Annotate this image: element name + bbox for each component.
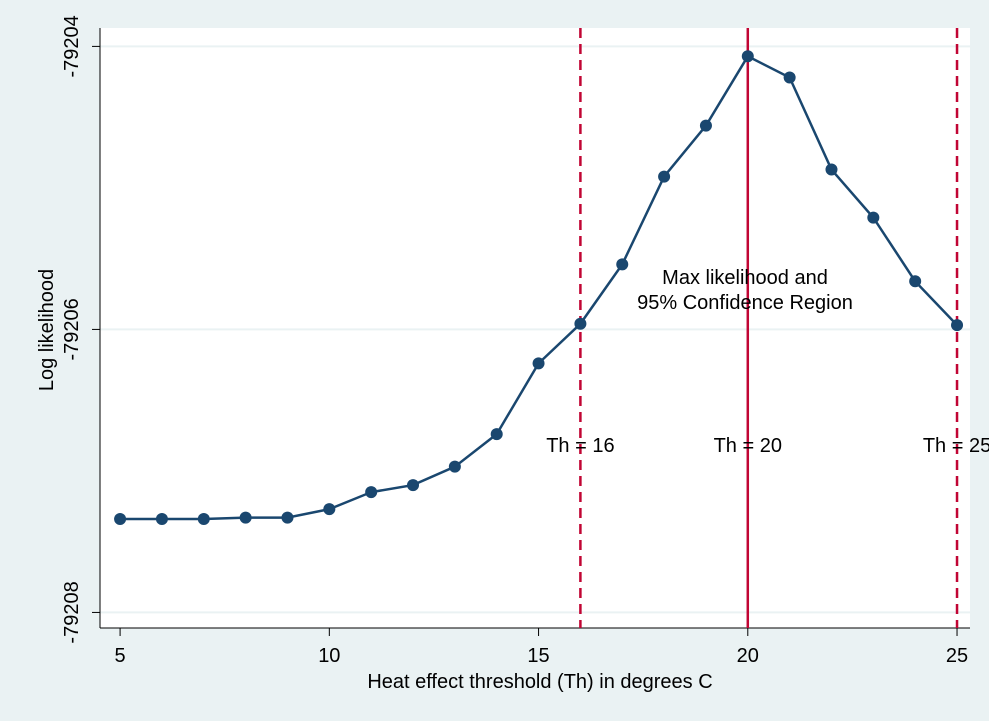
marker — [407, 479, 420, 492]
marker — [658, 170, 671, 183]
x-tick-label: 20 — [737, 645, 759, 667]
marker — [616, 258, 629, 271]
marker — [699, 119, 712, 132]
x-tick-label: 25 — [946, 645, 968, 667]
marker — [825, 163, 838, 176]
marker — [114, 513, 127, 526]
annotation: 95% Confidence Region — [637, 292, 853, 314]
marker — [867, 211, 880, 224]
marker — [239, 511, 252, 524]
marker — [909, 275, 922, 288]
annotation: Max likelihood and — [662, 267, 828, 289]
marker — [155, 513, 168, 526]
reference-label: Th = 16 — [546, 435, 614, 457]
x-tick-label: 10 — [318, 645, 340, 667]
marker — [490, 428, 503, 441]
y-tick-label: -79204 — [61, 15, 83, 77]
x-tick-label: 15 — [527, 645, 549, 667]
reference-label: Th = 20 — [714, 435, 782, 457]
marker — [448, 460, 461, 473]
plot-area — [100, 28, 970, 628]
marker — [281, 511, 294, 524]
marker — [783, 71, 796, 84]
marker — [574, 317, 587, 330]
marker — [951, 319, 964, 332]
marker — [323, 503, 336, 516]
x-tick-label: 5 — [115, 645, 126, 667]
marker — [365, 486, 378, 499]
y-tick-label: -79208 — [61, 581, 83, 643]
y-axis-title: Log likelihood — [36, 269, 58, 391]
x-axis-title: Heat effect threshold (Th) in degrees C — [367, 671, 712, 693]
marker — [532, 357, 545, 370]
marker — [197, 513, 210, 526]
reference-label: Th = 25 — [923, 435, 989, 457]
y-tick-label: -79206 — [61, 298, 83, 360]
marker — [741, 50, 754, 63]
